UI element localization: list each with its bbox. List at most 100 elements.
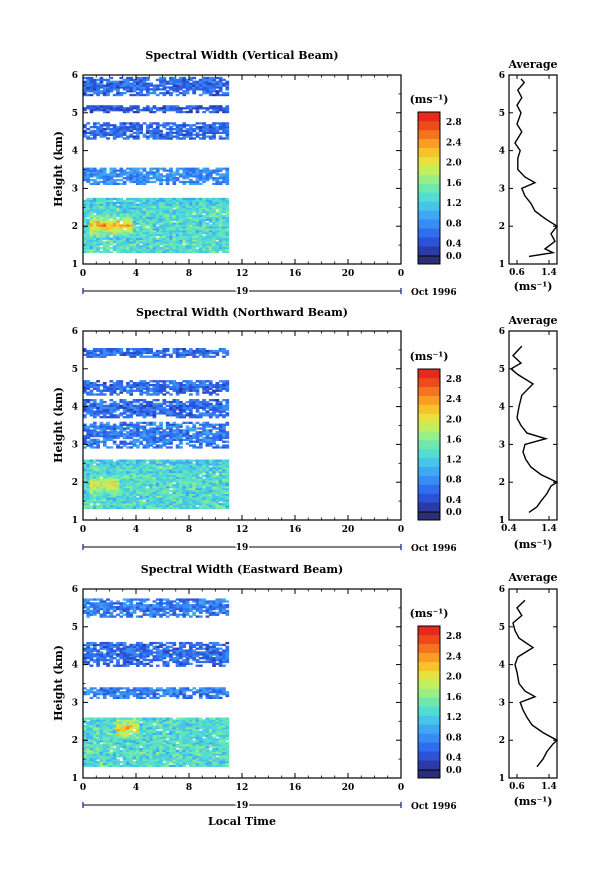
heatmap-cell <box>132 131 137 134</box>
heatmap-cell <box>149 387 153 390</box>
heatmap-cell <box>86 425 91 428</box>
heatmap-cell <box>149 504 153 508</box>
heatmap-cell <box>112 229 117 233</box>
heatmap-cell <box>86 387 91 390</box>
heatmap-cell <box>169 489 173 493</box>
heatmap-cell <box>202 389 206 392</box>
heatmap-cell <box>89 231 94 235</box>
heatmap-cell <box>182 201 187 204</box>
heatmap-cell <box>189 506 193 510</box>
heatmap-cell <box>139 231 144 235</box>
heatmap-cell <box>83 465 87 468</box>
y-tick-label: 4 <box>72 403 78 413</box>
heatmap-cell <box>99 127 104 131</box>
heatmap-cell <box>165 431 170 434</box>
heatmap-cell <box>83 736 87 739</box>
heatmap-cell <box>116 199 120 203</box>
heatmap-cell <box>99 199 104 203</box>
heatmap-cell <box>165 169 170 172</box>
heatmap-cell <box>179 216 183 220</box>
heatmap-cell <box>208 502 213 506</box>
heatmap-cell <box>218 506 223 510</box>
heatmap-cell <box>189 105 193 108</box>
heatmap-cell <box>222 229 226 233</box>
heatmap-cell <box>205 127 210 131</box>
heatmap-cell <box>106 485 110 489</box>
heatmap-cell <box>126 205 130 208</box>
heatmap-cell <box>162 201 167 204</box>
heatmap-cell <box>145 400 150 404</box>
heatmap-cell <box>179 209 183 212</box>
heatmap-cell <box>106 499 110 502</box>
heatmap-cell <box>165 133 170 136</box>
heatmap-cell <box>182 226 187 229</box>
heatmap-cell <box>198 80 203 83</box>
heatmap-cell <box>99 482 104 485</box>
heatmap-cell <box>202 459 206 462</box>
heatmap-cell <box>195 222 200 225</box>
heatmap-cell <box>149 92 153 95</box>
heatmap-cell <box>215 84 220 87</box>
heatmap-cell <box>109 243 114 246</box>
heatmap-cell <box>179 220 183 223</box>
heatmap-cell <box>155 231 160 235</box>
heatmap-cell <box>136 493 140 496</box>
colorbar-swatch <box>418 246 440 256</box>
heatmap-cell <box>139 212 144 216</box>
heatmap-cell <box>155 220 160 223</box>
heatmap-cell <box>155 433 160 436</box>
heatmap-cell <box>109 408 114 411</box>
heatmap-cell <box>192 465 197 468</box>
heatmap-cell <box>175 463 180 466</box>
heatmap-cell <box>132 216 137 220</box>
heatmap-cell <box>165 127 170 131</box>
heatmap-cell <box>139 88 144 91</box>
heatmap-cell <box>152 408 157 411</box>
heatmap-cell <box>222 246 226 250</box>
heatmap-cell <box>195 467 200 470</box>
heatmap-cell <box>225 504 230 508</box>
heatmap-cell <box>132 410 137 413</box>
heatmap-cell <box>225 175 230 178</box>
x-tick-label: 4 <box>133 525 139 535</box>
heatmap-cell <box>205 423 210 426</box>
heatmap-cell <box>195 399 200 402</box>
heatmap-cell <box>195 241 200 244</box>
heatmap-cell <box>175 250 180 254</box>
heatmap-cell <box>185 90 190 93</box>
heatmap-cell <box>212 499 216 502</box>
heatmap-cell <box>99 402 104 406</box>
heatmap-cell <box>218 491 223 494</box>
heatmap-cell <box>205 410 210 413</box>
heatmap-cell <box>169 241 173 244</box>
heatmap-cell <box>102 472 107 476</box>
heatmap-cell <box>92 383 97 387</box>
heatmap-cell <box>99 209 104 212</box>
heatmap-cell <box>136 169 140 172</box>
heatmap-cell <box>136 487 140 491</box>
heatmap-cell <box>218 231 223 235</box>
heatmap-cell <box>83 135 87 138</box>
heatmap-cell <box>109 203 114 206</box>
heatmap-cell <box>139 485 144 489</box>
heatmap-cell <box>122 495 127 498</box>
heatmap-cell <box>92 175 97 178</box>
heatmap-cell <box>155 487 160 491</box>
heatmap-cell <box>205 248 210 252</box>
heatmap-cell <box>212 105 216 108</box>
heatmap-cell <box>106 239 110 242</box>
heatmap-cell <box>99 355 104 358</box>
heatmap-cell <box>208 440 213 443</box>
heatmap-cell <box>86 493 91 496</box>
heatmap-cell <box>89 440 94 443</box>
heatmap-cell <box>222 499 226 502</box>
heatmap-cell <box>222 472 226 476</box>
heatmap-cell <box>172 349 177 353</box>
heatmap-cell <box>185 203 190 206</box>
heatmap-cell <box>159 484 163 487</box>
heatmap-cell <box>208 487 213 491</box>
heatmap-cell <box>136 122 140 125</box>
heatmap-cell <box>222 231 226 235</box>
heatmap-cell <box>149 459 153 462</box>
